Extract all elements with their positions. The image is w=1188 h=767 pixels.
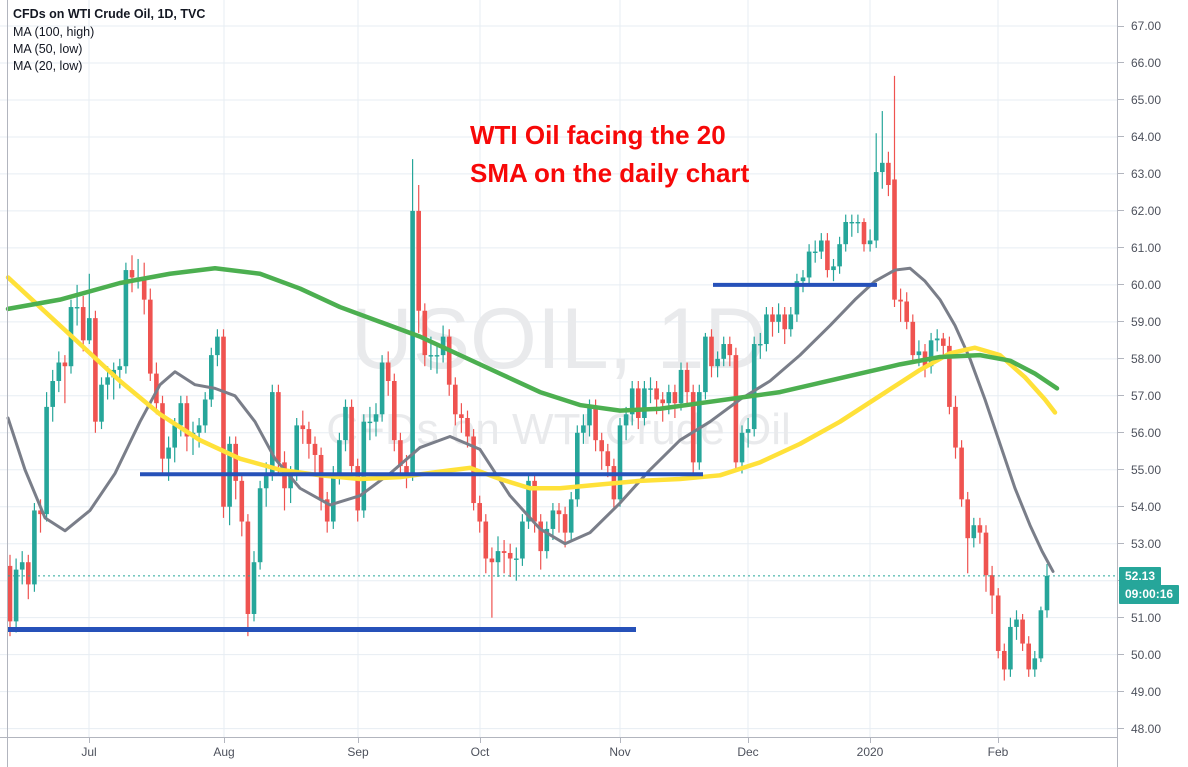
time-axis[interactable]: Jul Aug Sep Oct Nov Dec 2020 Feb	[0, 737, 1188, 767]
indicator-ma100-label[interactable]: MA (100, high)	[13, 25, 95, 39]
price-tick-label: 64.00	[1131, 129, 1162, 144]
price-tick-dash	[1118, 506, 1124, 508]
axis-corner	[1117, 737, 1188, 767]
price-tick-label: 56.00	[1131, 425, 1162, 440]
time-tick-dash	[224, 738, 225, 743]
price-tick-dash	[1118, 358, 1124, 360]
annotation-line1: WTI Oil facing the 20	[470, 120, 726, 150]
symbol-title[interactable]: CFDs on WTI Crude Oil, 1D, TVC	[13, 7, 206, 21]
price-tick-label: 50.00	[1131, 647, 1162, 662]
pane-left-border	[7, 0, 8, 767]
indicator-ma20-label[interactable]: MA (20, low)	[13, 59, 83, 73]
price-tick-dash	[1118, 99, 1124, 101]
price-tick-dash	[1118, 62, 1124, 64]
price-tick-label: 60.00	[1131, 277, 1162, 292]
time-tick-dash	[89, 738, 90, 743]
watermark-description: CFDs on WTI Crude Oil	[326, 405, 791, 454]
grid-layer	[0, 0, 1117, 737]
price-tick-label: 66.00	[1131, 55, 1162, 70]
price-tick-label: 48.00	[1131, 721, 1162, 736]
time-tick-label-oct: Oct	[470, 745, 490, 759]
price-tick-label: 58.00	[1131, 351, 1162, 366]
price-tick-label: 67.00	[1131, 19, 1162, 33]
time-tick-label-sep: Sep	[347, 745, 369, 759]
price-tick-dash	[1118, 395, 1124, 397]
price-tick-dash	[1118, 284, 1124, 286]
price-tick-dash	[1118, 25, 1124, 27]
price-tick-dash	[1118, 691, 1124, 693]
chart-pane[interactable]: USOIL, 1D CFDs on WTI Crude Oil CFDs on W…	[0, 0, 1117, 737]
time-tick-label-2020: 2020	[856, 745, 884, 759]
time-tick-label-feb: Feb	[987, 745, 1009, 759]
price-tick-dash	[1118, 247, 1124, 249]
price-tick-label: 53.00	[1131, 536, 1162, 551]
time-tick-dash	[480, 738, 481, 743]
time-tick-dash	[870, 738, 871, 743]
price-tick-dash	[1118, 432, 1124, 434]
time-tick-label-dec: Dec	[737, 745, 759, 759]
horizontal-drawings[interactable]	[7, 282, 877, 633]
price-tick-label: 57.00	[1131, 388, 1162, 403]
time-tick-label-aug: Aug	[213, 745, 235, 759]
price-tick-dash	[1118, 321, 1124, 323]
ma-line-50	[5, 275, 1058, 491]
price-tick-dash	[1118, 469, 1124, 471]
price-tick-dash	[1118, 210, 1124, 212]
price-axis[interactable]: 52.13 09:00:16 48.0049.0050.0051.0052.00…	[1117, 0, 1188, 737]
chart-legend: CFDs on WTI Crude Oil, 1D, TVC MA (100, …	[13, 6, 205, 75]
price-tick-label: 51.00	[1131, 610, 1162, 625]
price-tick-label: 65.00	[1131, 92, 1162, 107]
annotation-line2: SMA on the daily chart	[470, 158, 750, 188]
time-tick-dash	[358, 738, 359, 743]
price-tick-label: 61.00	[1131, 240, 1162, 255]
price-tick-dash	[1118, 136, 1124, 138]
ma-line-100	[5, 265, 1060, 413]
price-tick-dash	[1118, 173, 1124, 175]
price-tick-label: 59.00	[1131, 314, 1162, 329]
price-tick-label: 62.00	[1131, 203, 1162, 218]
price-tick-label: 49.00	[1131, 684, 1162, 699]
time-tick-label-jul: Jul	[81, 745, 97, 759]
price-tick-label: 63.00	[1131, 166, 1162, 181]
price-tick-label: 55.00	[1131, 462, 1162, 477]
ma-line-20	[6, 266, 1055, 573]
price-tick-label: 54.00	[1131, 499, 1162, 514]
time-tick-dash	[748, 738, 749, 743]
indicator-ma50-label[interactable]: MA (50, low)	[13, 42, 83, 56]
annotation-text[interactable]: WTI Oil facing the 20 SMA on the daily c…	[470, 116, 749, 192]
last-price-label: 52.13	[1119, 566, 1162, 586]
time-tick-dash	[998, 738, 999, 743]
price-tick-dash	[1118, 543, 1124, 545]
candle-countdown-label: 09:00:16	[1119, 584, 1180, 604]
time-tick-dash	[620, 738, 621, 743]
price-tick-dash	[1118, 654, 1124, 656]
price-tick-dash	[1118, 617, 1124, 619]
time-tick-label-nov: Nov	[609, 745, 631, 759]
price-tick-dash	[1118, 728, 1124, 730]
